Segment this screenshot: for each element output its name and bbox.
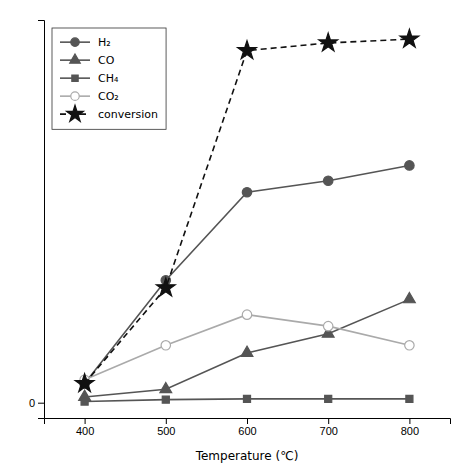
x-tick-mark bbox=[247, 418, 248, 424]
x-tick-label: 600 bbox=[238, 425, 256, 437]
x-tick: 600 bbox=[238, 418, 256, 437]
legend-marker bbox=[67, 105, 84, 121]
x-tick-label: 800 bbox=[401, 425, 419, 437]
x-axis: 400 500 600 700 800 bbox=[45, 418, 451, 437]
series-point bbox=[319, 33, 338, 51]
legend-label: H₂ bbox=[98, 36, 111, 49]
legend-marker bbox=[72, 75, 78, 81]
series-point bbox=[242, 187, 251, 196]
series-point bbox=[405, 161, 414, 170]
series-point bbox=[241, 346, 253, 356]
x-axis-title: Temperature (℃) bbox=[195, 449, 299, 463]
series-point bbox=[243, 395, 250, 402]
y-axis-line bbox=[38, 21, 45, 419]
x-tick: 400 bbox=[76, 418, 94, 437]
x-tick: 700 bbox=[320, 418, 338, 437]
legend-marker bbox=[71, 38, 79, 46]
series-point bbox=[160, 383, 172, 393]
series-line bbox=[85, 165, 410, 383]
legend-label: conversion bbox=[98, 108, 158, 121]
x-tick: 800 bbox=[401, 418, 419, 437]
x-axis-line bbox=[45, 419, 451, 425]
x-tick: 500 bbox=[157, 418, 175, 437]
series-point bbox=[405, 341, 414, 350]
series-line bbox=[85, 315, 410, 380]
series-point bbox=[325, 395, 332, 402]
legend-item: CO₂ bbox=[60, 90, 119, 103]
y-axis: 0 bbox=[29, 21, 45, 419]
series-point bbox=[156, 278, 175, 296]
series-point bbox=[162, 396, 169, 403]
legend-marker bbox=[71, 92, 79, 100]
x-tick-label: 700 bbox=[320, 425, 338, 437]
series-point bbox=[238, 41, 257, 59]
series-point bbox=[81, 398, 88, 405]
x-tick-label: 400 bbox=[76, 425, 94, 437]
x-tick-mark bbox=[409, 418, 410, 424]
series-point bbox=[75, 374, 94, 392]
x-tick-label: 500 bbox=[157, 425, 175, 437]
legend-item: conversion bbox=[60, 105, 158, 121]
chart: 400 500 600 700 800 0 Temperature (℃) H₂ CO CH₄ CO… bbox=[0, 0, 474, 474]
legend-item: CO bbox=[60, 54, 115, 67]
plot: 400 500 600 700 800 0 Temperature (℃) H₂ CO CH₄ CO… bbox=[29, 21, 451, 464]
series-point bbox=[242, 310, 251, 319]
series-point bbox=[404, 293, 416, 303]
series-point bbox=[323, 321, 332, 330]
series-point bbox=[161, 341, 170, 350]
legend-box bbox=[52, 28, 166, 129]
y-tick-mark bbox=[38, 403, 44, 404]
series-point bbox=[323, 176, 332, 185]
legend-item: H₂ bbox=[60, 36, 111, 49]
legend-label: CH₄ bbox=[98, 72, 119, 85]
y-tick-label: 0 bbox=[29, 397, 35, 409]
legend-label: CO bbox=[98, 54, 115, 67]
series-point bbox=[400, 29, 419, 47]
legend: H₂ CO CH₄ CO₂ conversion bbox=[52, 28, 166, 129]
legend-item: CH₄ bbox=[60, 72, 119, 85]
series-line bbox=[85, 299, 410, 397]
legend-label: CO₂ bbox=[98, 90, 119, 103]
legend-marker bbox=[70, 54, 81, 63]
x-tick-mark bbox=[166, 418, 167, 424]
series-point bbox=[406, 395, 413, 402]
y-tick: 0 bbox=[29, 397, 44, 409]
x-tick-mark bbox=[85, 418, 86, 424]
x-tick-mark bbox=[328, 418, 329, 424]
